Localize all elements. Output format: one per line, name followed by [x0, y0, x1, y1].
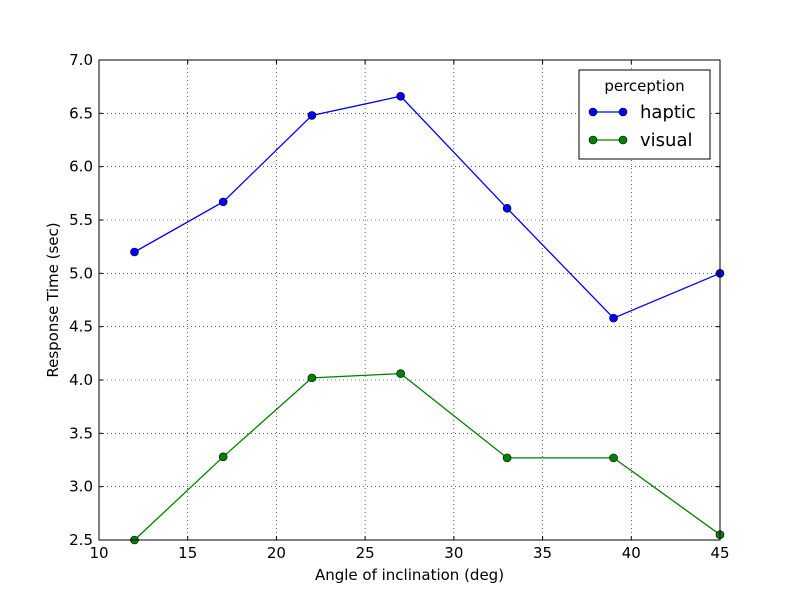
y-tick-label: 4.0 [69, 371, 93, 389]
data-point-visual [396, 369, 405, 378]
x-tick-label: 25 [356, 544, 375, 562]
x-tick-label: 30 [444, 544, 463, 562]
data-point-haptic [130, 247, 139, 257]
legend-marker-haptic [618, 107, 628, 117]
grid [99, 60, 720, 540]
data-point-visual [307, 373, 317, 383]
legend-title: perception [604, 77, 684, 95]
legend-marker-visual [588, 135, 598, 145]
y-tick-label: 3.5 [69, 424, 93, 442]
y-tick-label: 6.5 [69, 104, 93, 122]
x-tick-label: 10 [89, 544, 108, 562]
legend-box [578, 69, 711, 160]
data-point-haptic [396, 91, 405, 101]
legend-marker-visual [618, 135, 628, 145]
x-tick-label: 35 [533, 544, 552, 562]
data-point-haptic [218, 197, 228, 207]
y-axis-label: Response Time (sec) [44, 222, 62, 377]
data-point-visual [609, 453, 618, 463]
y-tick-label: 6.0 [69, 158, 93, 176]
data-point-haptic [609, 313, 618, 323]
y-tick-label: 2.5 [69, 531, 93, 549]
x-axis-label: Angle of inclination (deg) [315, 566, 504, 584]
legend-label-visual: visual [640, 130, 692, 151]
y-tick-label: 5.0 [69, 264, 93, 282]
y-tick-label: 4.5 [69, 318, 93, 336]
x-tick-label: 15 [178, 544, 197, 562]
legend-label-haptic: haptic [640, 102, 696, 123]
data-point-visual [502, 453, 512, 463]
y-tick-label: 5.5 [69, 211, 93, 229]
x-tick-label: 40 [622, 544, 641, 562]
y-tick-label: 3.0 [69, 478, 93, 496]
data-point-visual [218, 452, 228, 462]
legend: perception haptic visual [578, 69, 711, 160]
series-group [130, 91, 725, 545]
legend-marker-haptic [588, 107, 598, 117]
data-point-haptic [307, 111, 317, 120]
data-point-haptic [502, 203, 512, 213]
x-tick-label: 20 [267, 544, 286, 562]
plot-frame [98, 59, 721, 541]
ticks: 10 15 20 25 30 35 40 45 2.5 3.0 3.5 4.0 4.5 5.0 5.5 6.0… [69, 51, 729, 562]
x-tick-label: 45 [710, 544, 729, 562]
y-tick-label: 7.0 [69, 51, 93, 69]
